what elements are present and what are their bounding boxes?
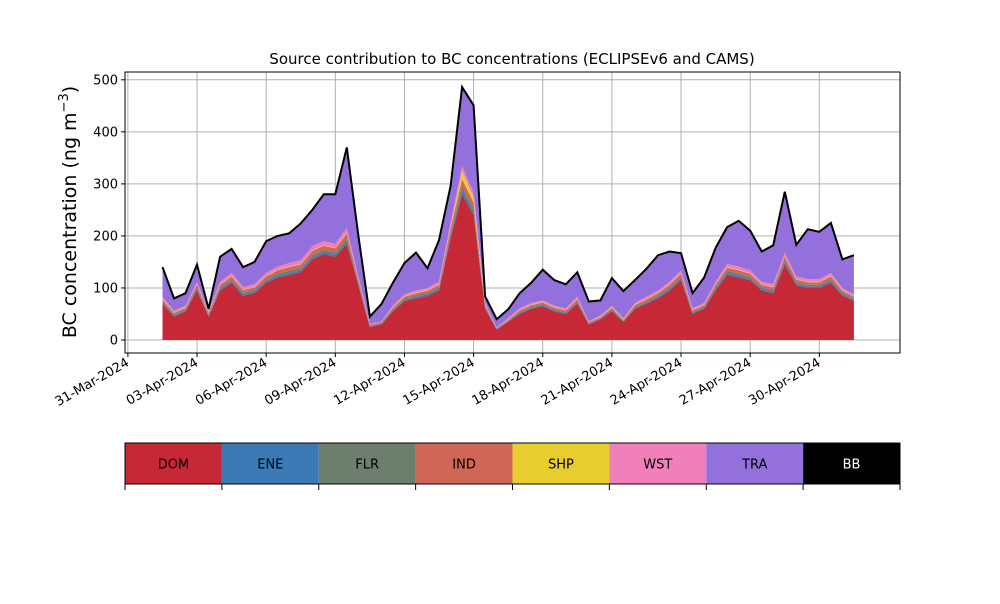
x-tick-label: 12-Apr-2024 [331, 355, 408, 408]
x-tick-label: 03-Apr-2024 [124, 355, 201, 408]
y-tick-label: 200 [93, 229, 118, 244]
y-axis: 0 100 200 300 400 500 [93, 73, 125, 348]
y-axis-label-close: ) [59, 86, 81, 93]
legend-colorbar: DOM ENE FLR IND SHP WST TRA BB [124, 442, 901, 490]
y-tick-label: 300 [93, 177, 118, 192]
y-tick-label: 100 [93, 281, 118, 296]
plot-frame [124, 71, 901, 354]
x-tick-label: 31-Mar-2024 [53, 355, 132, 409]
legend-label-wst: WST [643, 458, 672, 473]
y-axis-label: BC concentration (ng m−3) [57, 86, 81, 338]
legend-label-bb: BB [843, 458, 861, 473]
area-layer [162, 87, 854, 340]
legend-label-flr: FLR [355, 458, 379, 473]
x-axis: 31-Mar-202403-Apr-202406-Apr-202409-Apr-… [53, 353, 823, 410]
y-tick-label: 500 [93, 73, 118, 88]
x-tick-label: 27-Apr-2024 [677, 355, 754, 408]
x-tick-label: 09-Apr-2024 [262, 355, 339, 408]
x-tick-label: 06-Apr-2024 [193, 355, 270, 408]
legend-swatch-tra [706, 443, 804, 484]
x-tick-label: 24-Apr-2024 [608, 355, 685, 408]
legend-swatch-ene [221, 443, 319, 484]
area-dom [162, 194, 854, 340]
legend-label-shp: SHP [548, 458, 574, 473]
legend-swatch-dom [125, 443, 222, 484]
chart-title: Source contribution to BC concentrations… [269, 50, 754, 68]
legend-swatch-ind [415, 443, 513, 484]
x-tick-label: 15-Apr-2024 [400, 355, 477, 408]
legend-label-tra: TRA [741, 458, 767, 473]
legend-swatch-wst [609, 443, 707, 484]
total-line [161, 84, 855, 321]
legend-swatch-bb [803, 443, 900, 484]
legend-label-ind: IND [452, 458, 476, 473]
x-tick-label: 21-Apr-2024 [539, 355, 616, 408]
legend-swatch-shp [512, 443, 610, 484]
legend-label-dom: DOM [158, 458, 189, 473]
area-tra [162, 87, 854, 328]
y-axis-label-main: BC concentration (ng m [59, 112, 81, 338]
line-layer [161, 84, 855, 321]
x-tick-label: 30-Apr-2024 [746, 355, 823, 408]
legend-swatch-flr [318, 443, 416, 484]
legend-label-ene: ENE [257, 458, 283, 473]
x-tick-label: 18-Apr-2024 [470, 355, 547, 408]
y-tick-label: 400 [93, 125, 118, 140]
y-axis-label-superscript: −3 [57, 93, 72, 112]
y-tick-label: 0 [110, 333, 118, 348]
